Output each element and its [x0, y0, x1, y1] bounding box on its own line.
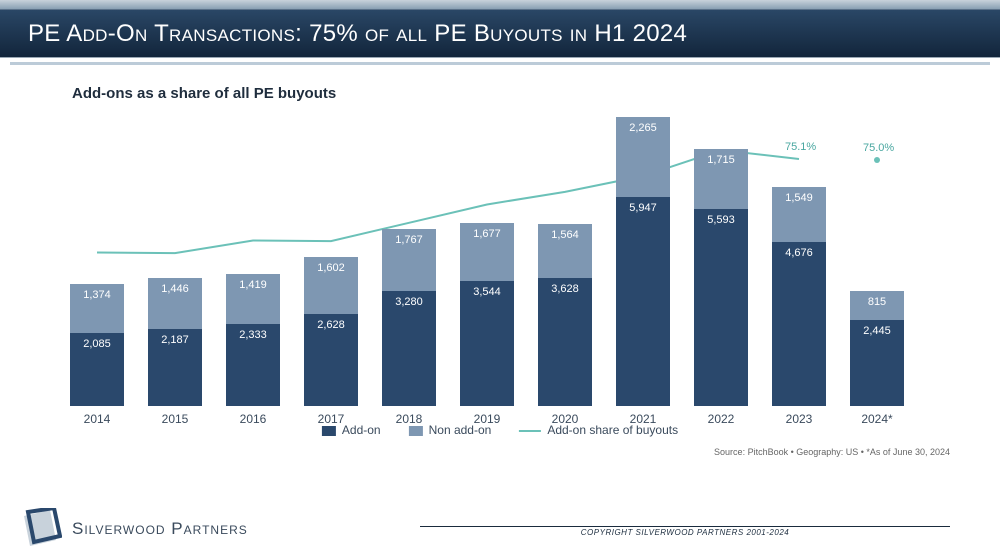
- bar-segment-addon: 2,445: [850, 320, 904, 406]
- bar-value-addon: 2,628: [317, 319, 345, 401]
- chart-title: Add-ons as a share of all PE buyouts: [30, 75, 970, 116]
- chart-source: Source: PitchBook • Geography: US • *As …: [714, 447, 950, 457]
- swatch-line-icon: [519, 430, 541, 432]
- bar-value-nonaddon: 1,564: [551, 229, 579, 274]
- bar-2024*: 2,4458152024*: [850, 291, 904, 406]
- bar-segment-nonaddon: 1,767: [382, 229, 436, 291]
- bar-segment-nonaddon: 1,446: [148, 278, 202, 329]
- bar-segment-nonaddon: 815: [850, 291, 904, 320]
- bar-2014: 2,0851,3742014: [70, 284, 124, 406]
- bar-value-addon: 4,676: [785, 247, 813, 401]
- bar-segment-addon: 2,085: [70, 333, 124, 406]
- legend-label: Non add-on: [429, 423, 492, 437]
- bar-segment-nonaddon: 1,564: [538, 224, 592, 279]
- bar-2016: 2,3331,4192016: [226, 274, 280, 406]
- legend-share: Add-on share of buyouts: [519, 423, 678, 437]
- copyright: COPYRIGHT SILVERWOOD PARTNERS 2001-2024: [420, 528, 950, 537]
- bar-segment-addon: 5,593: [694, 209, 748, 406]
- legend-label: Add-on share of buyouts: [547, 423, 678, 437]
- bar-2017: 2,6281,6022017: [304, 257, 358, 406]
- bar-value-nonaddon: 1,446: [161, 283, 189, 324]
- bar-segment-addon: 5,947: [616, 197, 670, 406]
- bar-2020: 3,6281,5642020: [538, 224, 592, 406]
- slide-title: PE Add-On Transactions: 75% of all PE Bu…: [28, 20, 687, 48]
- bar-value-addon: 3,280: [395, 296, 423, 401]
- swatch-addon-icon: [322, 426, 336, 436]
- bar-2019: 3,5441,6772019: [460, 223, 514, 407]
- brand-name: Silverwood Partners: [72, 519, 248, 539]
- legend-label: Add-on: [342, 423, 381, 437]
- bar-segment-addon: 3,544: [460, 281, 514, 406]
- footer-rule: [420, 526, 950, 527]
- category-label: 2024*: [850, 412, 904, 426]
- bar-value-addon: 2,187: [161, 334, 189, 401]
- bar-value-addon: 3,544: [473, 286, 501, 401]
- bar-value-addon: 3,628: [551, 283, 579, 401]
- bar-value-addon: 5,593: [707, 214, 735, 401]
- legend-nonaddon: Non add-on: [409, 423, 492, 437]
- bar-value-nonaddon: 1,602: [317, 262, 345, 308]
- share-label: 75.1%: [785, 141, 816, 153]
- category-label: 2016: [226, 412, 280, 426]
- title-bar: PE Add-On Transactions: 75% of all PE Bu…: [0, 10, 1000, 58]
- bar-value-nonaddon: 1,549: [785, 192, 813, 236]
- bar-value-nonaddon: 2,265: [629, 122, 657, 192]
- bar-segment-addon: 3,628: [538, 278, 592, 406]
- bar-value-nonaddon: 1,419: [239, 279, 267, 319]
- bar-2021: 5,9472,2652021: [616, 117, 670, 406]
- bar-value-addon: 2,333: [239, 329, 267, 401]
- bar-segment-nonaddon: 1,677: [460, 223, 514, 282]
- silverwood-logo-icon: [20, 508, 62, 550]
- legend-addon: Add-on: [322, 423, 381, 437]
- share-label: 75.0%: [863, 142, 894, 154]
- bar-value-addon: 2,445: [863, 325, 891, 401]
- bar-2018: 3,2801,7672018: [382, 229, 436, 406]
- bar-segment-addon: 2,333: [226, 324, 280, 406]
- bar-2015: 2,1871,4462015: [148, 278, 202, 406]
- footer: Silverwood Partners COPYRIGHT SILVERWOOD…: [0, 500, 1000, 560]
- category-label: 2023: [772, 412, 826, 426]
- category-label: 2015: [148, 412, 202, 426]
- bar-segment-nonaddon: 1,374: [70, 284, 124, 332]
- bar-segment-addon: 2,187: [148, 329, 202, 406]
- chart-legend: Add-on Non add-on Add-on share of buyout…: [322, 423, 678, 437]
- brand: Silverwood Partners: [20, 508, 248, 550]
- top-border: [0, 0, 1000, 10]
- bar-value-nonaddon: 815: [868, 296, 886, 315]
- share-dot-2024: [874, 157, 880, 163]
- title-underline: [10, 62, 990, 65]
- bar-2023: 4,6761,5492023: [772, 187, 826, 406]
- bar-segment-nonaddon: 2,265: [616, 117, 670, 197]
- swatch-nonaddon-icon: [409, 426, 423, 436]
- bar-value-nonaddon: 1,677: [473, 228, 501, 277]
- bar-segment-nonaddon: 1,715: [694, 149, 748, 209]
- chart: Add-ons as a share of all PE buyouts 2,0…: [30, 75, 970, 485]
- bar-segment-nonaddon: 1,602: [304, 257, 358, 313]
- bar-2022: 5,5931,7152022: [694, 149, 748, 406]
- bar-segment-addon: 4,676: [772, 242, 826, 406]
- bar-value-nonaddon: 1,374: [83, 289, 111, 327]
- bar-value-nonaddon: 1,767: [395, 234, 423, 286]
- bar-segment-addon: 3,280: [382, 291, 436, 406]
- category-label: 2014: [70, 412, 124, 426]
- slide: PE Add-On Transactions: 75% of all PE Bu…: [0, 0, 1000, 560]
- bar-value-addon: 5,947: [629, 202, 657, 401]
- bar-value-addon: 2,085: [83, 338, 111, 401]
- bar-segment-nonaddon: 1,419: [226, 274, 280, 324]
- bar-segment-addon: 2,628: [304, 314, 358, 406]
- bar-value-nonaddon: 1,715: [707, 154, 735, 204]
- chart-plot: 2,0851,37420142,1871,44620152,3331,41920…: [70, 116, 950, 406]
- category-label: 2022: [694, 412, 748, 426]
- bar-segment-nonaddon: 1,549: [772, 187, 826, 241]
